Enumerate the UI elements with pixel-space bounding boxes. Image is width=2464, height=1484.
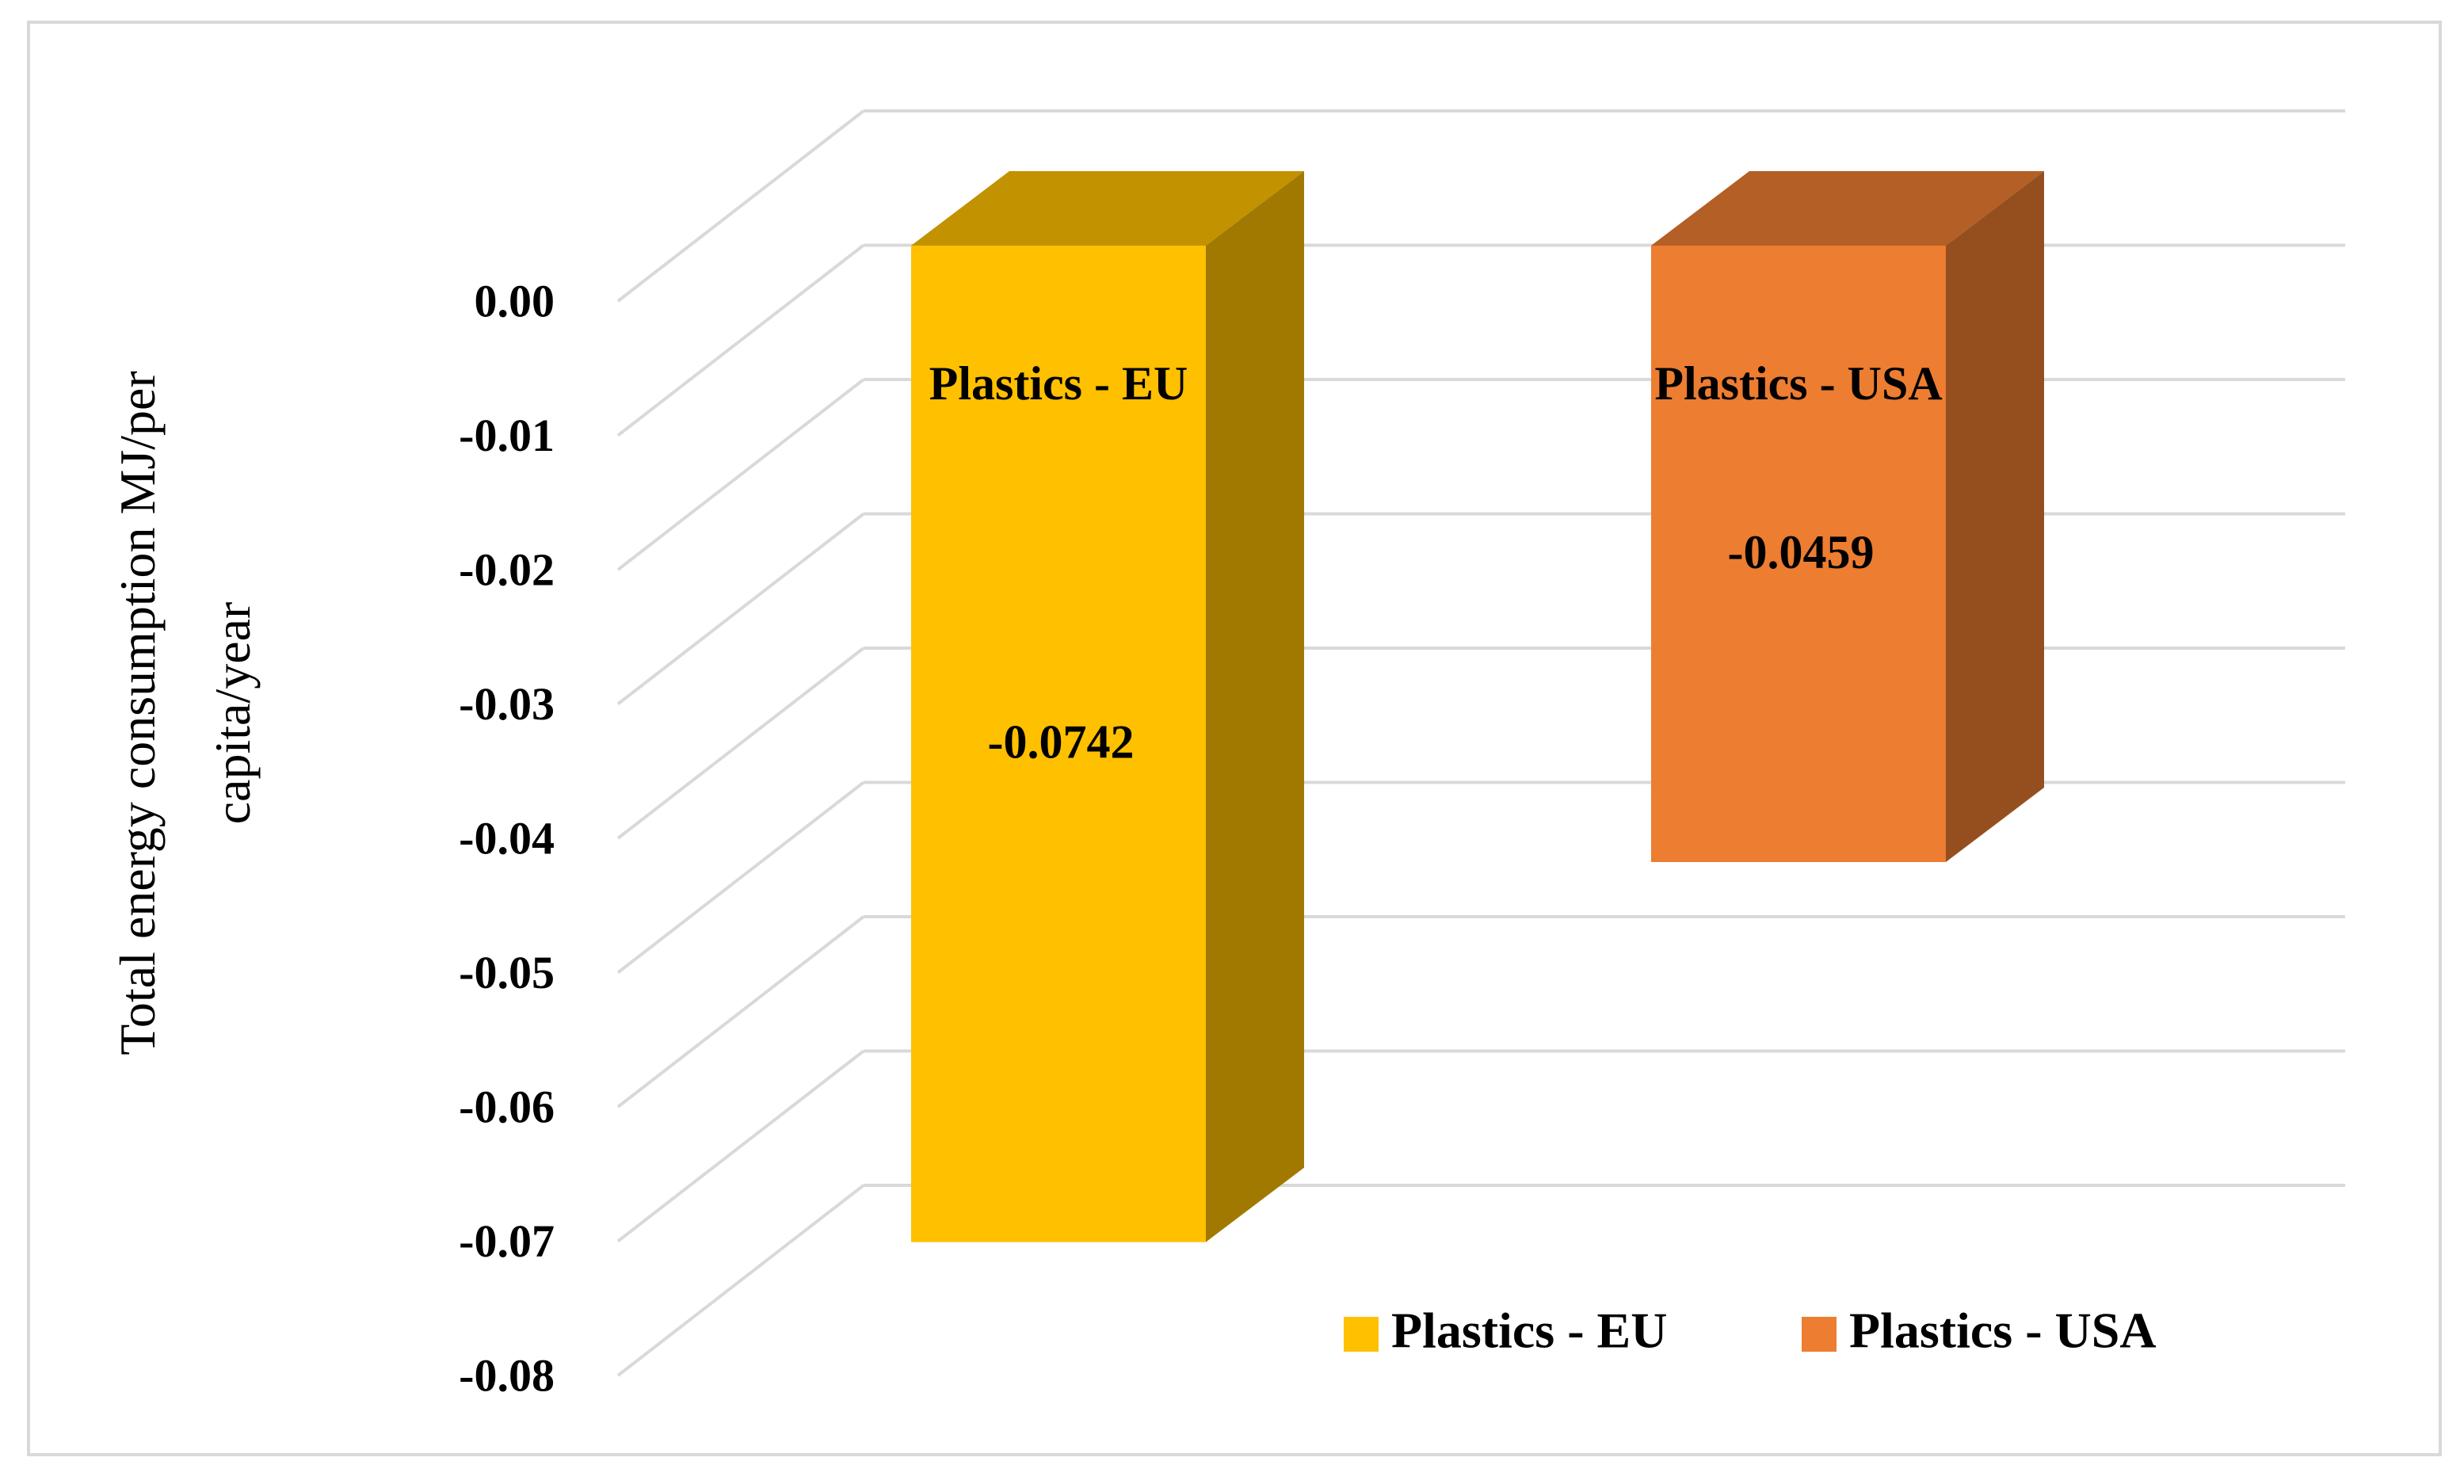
bar-side (1946, 171, 2044, 863)
bar-series-label: Plastics - EU (929, 357, 1188, 410)
y-tick-label: -0.03 (459, 678, 555, 730)
y-tick-label: 0.00 (475, 275, 555, 326)
y-tick-label: -0.05 (459, 947, 555, 998)
grid-line-side (616, 915, 865, 1108)
legend-label: Plastics - EU (1391, 1303, 1667, 1359)
grid-line-side (616, 109, 865, 303)
grid-line-side (616, 780, 865, 975)
grid-line-side (616, 647, 865, 840)
data-label: -0.0742 (988, 716, 1135, 769)
bar (1651, 246, 1946, 863)
y-tick-label: -0.06 (459, 1081, 555, 1132)
grid-line-side (616, 512, 865, 706)
bar-top (1651, 171, 2044, 246)
bar-series-label: Plastics - USA (1654, 357, 1942, 410)
bar-side (1206, 171, 1304, 1242)
grid-line-side (616, 243, 865, 437)
bar-top (911, 171, 1304, 246)
data-label: -0.0459 (1728, 526, 1875, 578)
legend-swatch (1344, 1317, 1379, 1352)
y-tick-label: -0.08 (459, 1349, 555, 1401)
grid-line-side (616, 1184, 865, 1377)
bar (911, 246, 1206, 1242)
y-tick-label: -0.02 (459, 544, 555, 595)
y-axis-title: Total energy consumption MJ/per capita/ye… (109, 371, 261, 1055)
y-tick-label: -0.01 (459, 410, 555, 461)
grid-line-side (616, 378, 865, 571)
legend-label: Plastics - USA (1849, 1303, 2157, 1359)
y-tick-label: -0.04 (459, 812, 555, 864)
grid-line-side (616, 1049, 865, 1243)
legend-swatch (1802, 1317, 1837, 1352)
y-tick-label: -0.07 (459, 1215, 555, 1267)
